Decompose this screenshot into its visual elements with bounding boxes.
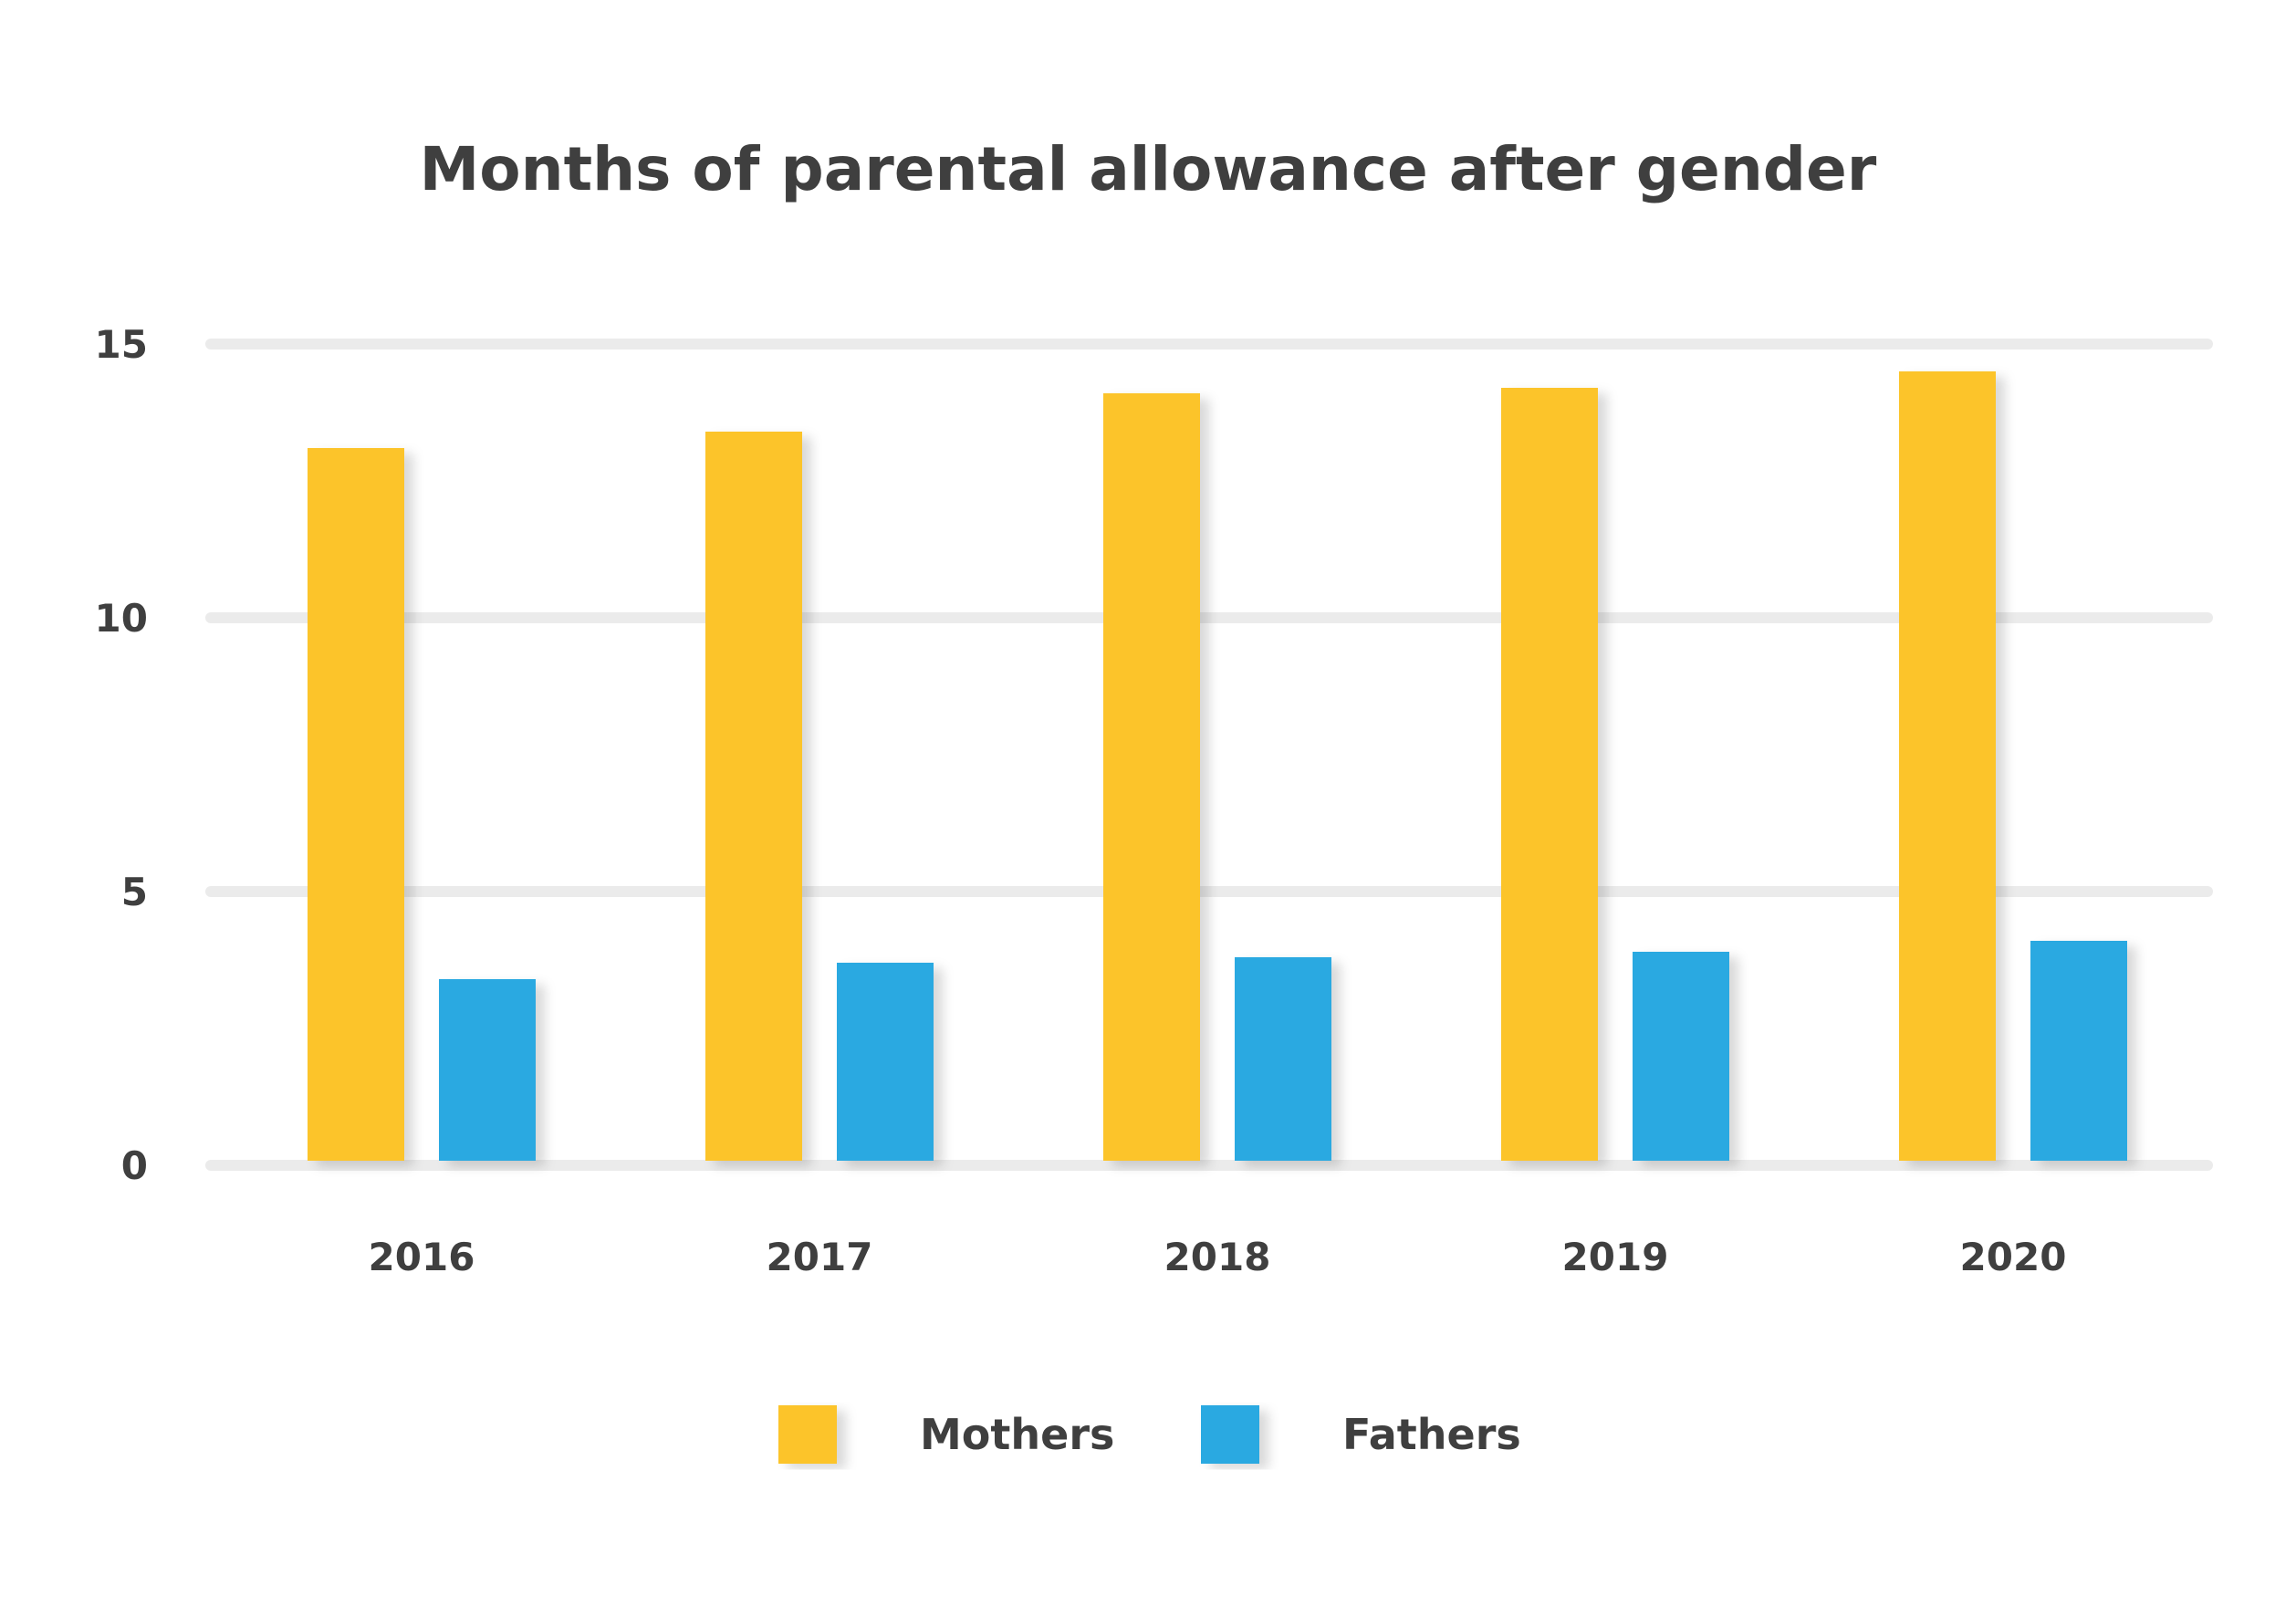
y-tick-label: 10: [95, 596, 148, 641]
bars: [308, 371, 2127, 1161]
y-tick-label: 0: [121, 1143, 148, 1188]
y-axis-ticks: 0 5 10 15: [95, 322, 148, 1188]
bar-mothers-2018: [1103, 393, 1200, 1161]
x-tick-label: 2017: [767, 1235, 873, 1279]
gridline: [205, 339, 2213, 349]
legend-label-mothers: Mothers: [920, 1410, 1114, 1459]
chart-title: Months of parental allowance after gende…: [420, 134, 1877, 204]
y-tick-label: 15: [95, 322, 148, 367]
bar-mothers-2016: [308, 448, 404, 1161]
x-tick-label: 2020: [1960, 1235, 2067, 1279]
bar-mothers-2017: [705, 432, 802, 1161]
legend-label-fathers: Fathers: [1342, 1410, 1521, 1459]
bar-fathers-2020: [2030, 941, 2127, 1161]
legend-swatch-mothers: [778, 1405, 837, 1464]
legend-swatch-fathers: [1201, 1405, 1259, 1464]
x-tick-label: 2019: [1562, 1235, 1669, 1279]
bar-fathers-2016: [439, 979, 536, 1161]
bar-fathers-2017: [837, 963, 934, 1161]
gridline: [205, 1160, 2213, 1171]
bar-mothers-2019: [1501, 388, 1598, 1161]
bar-fathers-2019: [1633, 952, 1729, 1161]
x-axis-ticks: 2016 2017 2018 2019 2020: [369, 1235, 2067, 1279]
bar-mothers-2020: [1899, 371, 1996, 1161]
legend: Mothers Fathers: [778, 1405, 1521, 1464]
y-tick-label: 5: [121, 870, 148, 914]
bar-fathers-2018: [1235, 957, 1331, 1161]
x-tick-label: 2018: [1164, 1235, 1271, 1279]
x-tick-label: 2016: [369, 1235, 475, 1279]
